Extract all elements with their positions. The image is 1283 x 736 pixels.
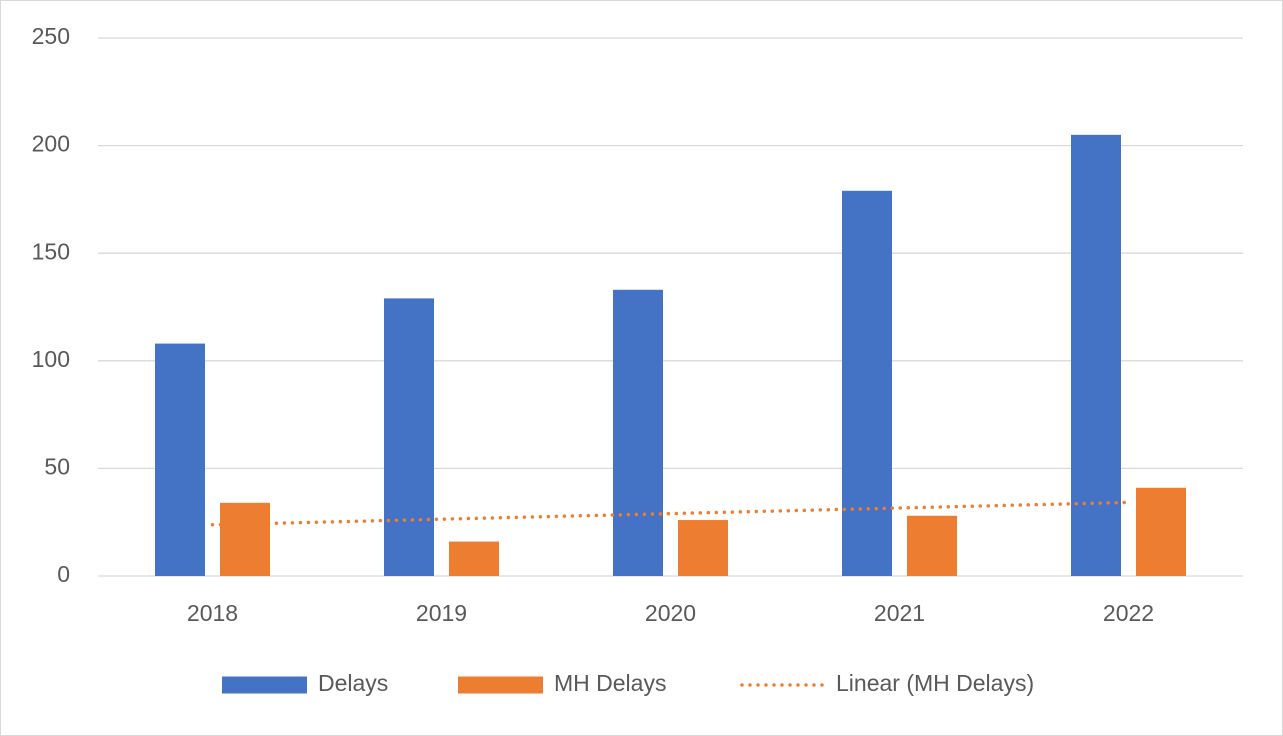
bar — [220, 502, 270, 576]
bar — [842, 190, 892, 577]
legend-swatch — [222, 676, 307, 694]
legend-label: MH Delays — [554, 670, 666, 696]
y-tick-label: 100 — [32, 346, 70, 372]
bar — [1071, 134, 1121, 576]
bar — [907, 515, 957, 576]
bar — [678, 520, 728, 576]
y-tick-label: 200 — [32, 131, 70, 157]
bar — [155, 343, 205, 576]
bar — [384, 298, 434, 576]
y-tick-label: 150 — [32, 238, 70, 264]
x-tick-label: 2018 — [187, 600, 238, 626]
bar — [613, 289, 663, 576]
y-tick-label: 250 — [32, 23, 70, 49]
x-tick-label: 2020 — [645, 600, 696, 626]
legend-swatch — [458, 676, 543, 694]
x-tick-label: 2019 — [416, 600, 467, 626]
trendline — [210, 500, 1131, 527]
legend-label: Delays — [318, 670, 388, 696]
x-tick-label: 2021 — [874, 600, 925, 626]
bar — [1136, 487, 1186, 576]
bar — [449, 541, 499, 576]
x-tick-label: 2022 — [1103, 600, 1154, 626]
y-tick-label: 0 — [57, 561, 70, 587]
y-tick-label: 50 — [44, 453, 70, 479]
legend-label: Linear (MH Delays) — [836, 670, 1034, 696]
